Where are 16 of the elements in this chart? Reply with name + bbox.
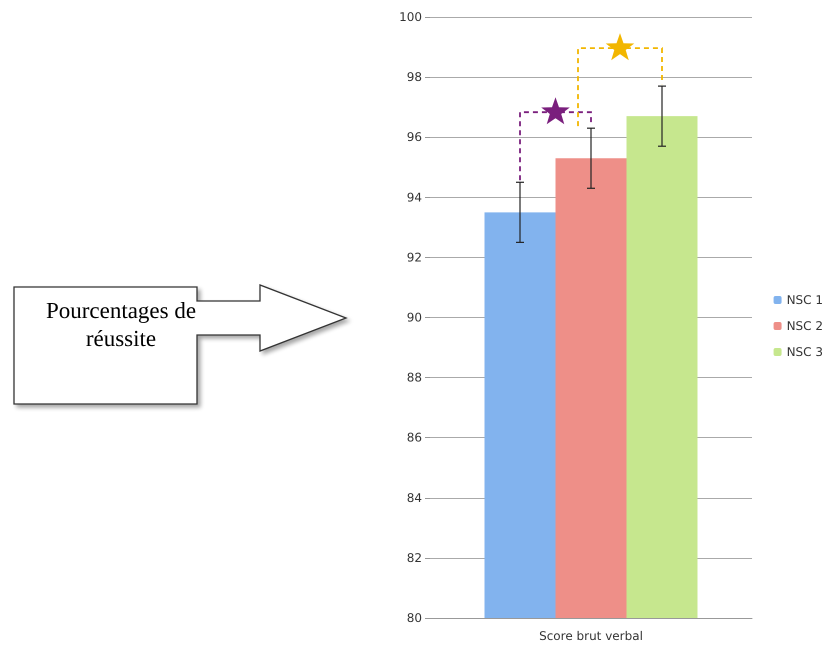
y-tick-label: 100 bbox=[399, 10, 422, 24]
text: Pourcentages de réussite bbox=[44, 297, 198, 353]
y-tick-label: 90 bbox=[406, 310, 422, 324]
y-tick-label: 94 bbox=[406, 190, 422, 204]
y-tick-label: 82 bbox=[406, 550, 422, 565]
y-tick-label: 80 bbox=[406, 611, 422, 625]
y-tick-label: 86 bbox=[406, 430, 422, 445]
legend-label: NSC 2 bbox=[786, 319, 823, 333]
y-tick-label: 84 bbox=[406, 490, 422, 505]
y-tick-label: 92 bbox=[406, 250, 422, 264]
y-tick-label: 88 bbox=[406, 370, 422, 385]
y-tick-label: 98 bbox=[406, 70, 422, 84]
legend-label: NSC 3 bbox=[786, 345, 823, 359]
legend-label: NSC 1 bbox=[786, 293, 823, 307]
y-tick-label: 96 bbox=[406, 130, 422, 144]
x-tick-label: Score brut verbal bbox=[539, 629, 643, 643]
